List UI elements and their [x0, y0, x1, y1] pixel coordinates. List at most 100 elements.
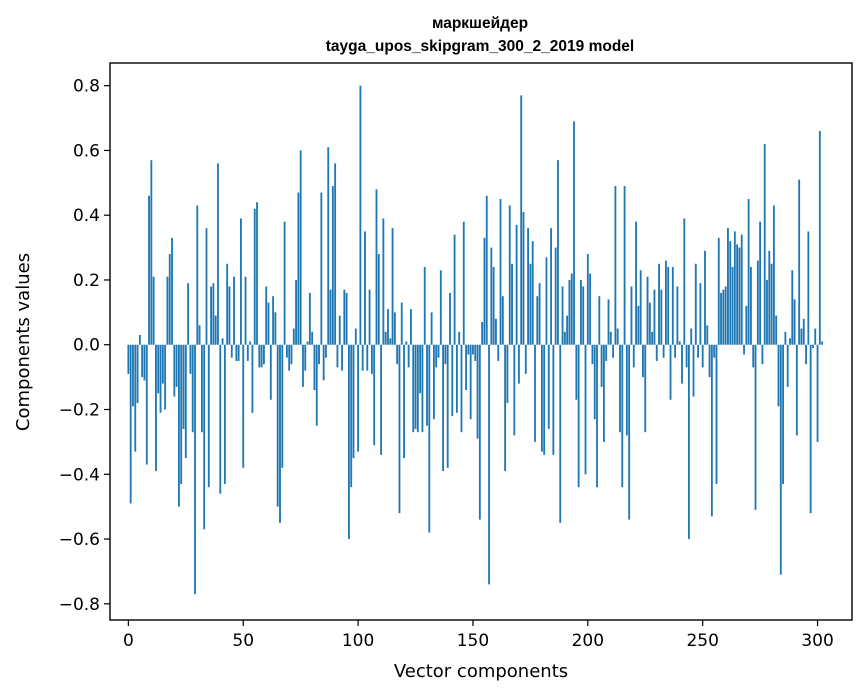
bar-107 — [373, 344, 376, 446]
bar-120 — [403, 344, 405, 459]
bar-203 — [593, 344, 596, 420]
bar-224 — [642, 344, 644, 378]
bar-20 — [173, 344, 176, 397]
bar-90 — [334, 163, 337, 345]
bar-59 — [262, 344, 265, 365]
bar-94 — [343, 289, 346, 345]
x-tick-label: 50 — [232, 631, 254, 651]
bar-23 — [180, 344, 183, 484]
bar-282 — [775, 315, 778, 345]
bar-82 — [315, 344, 318, 426]
bar-162 — [499, 199, 502, 345]
bar-279 — [768, 250, 771, 345]
bar-116 — [393, 312, 396, 345]
bar-204 — [596, 344, 598, 488]
bar-240 — [678, 341, 681, 345]
bar-270 — [747, 199, 750, 345]
bar-46 — [233, 276, 235, 345]
bar-147 — [465, 344, 467, 391]
x-axis-label: Vector components — [394, 661, 568, 682]
y-tick-label: 0.0 — [73, 336, 100, 356]
bar-228 — [651, 331, 654, 345]
x-tick-label: 150 — [457, 631, 489, 651]
bar-211 — [612, 344, 615, 358]
bar-44 — [228, 286, 231, 345]
bar-284 — [779, 344, 782, 575]
bar-148 — [467, 344, 470, 355]
bar-118 — [398, 344, 401, 514]
bar-87 — [327, 147, 330, 345]
bar-28 — [191, 344, 194, 433]
bar-247 — [694, 263, 697, 345]
bar-133 — [432, 344, 435, 420]
bar-286 — [784, 331, 787, 345]
bar-248 — [697, 344, 700, 358]
bar-161 — [497, 344, 500, 361]
bar-151 — [474, 344, 477, 361]
bar-19 — [171, 237, 173, 345]
bar-31 — [198, 325, 201, 345]
bar-188 — [559, 344, 562, 523]
bar-180 — [540, 344, 543, 452]
bar-157 — [488, 344, 490, 585]
bar-7 — [143, 344, 146, 381]
bar-139 — [446, 344, 449, 468]
bar-186 — [554, 247, 557, 345]
bar-97 — [350, 344, 353, 488]
bar-285 — [782, 344, 784, 484]
bar-300 — [816, 344, 819, 442]
bar-92 — [338, 315, 341, 345]
bar-272 — [752, 344, 755, 368]
bar-33 — [203, 344, 206, 530]
bar-30 — [196, 205, 199, 345]
bar-174 — [527, 228, 530, 345]
bar-36 — [210, 286, 212, 345]
bar-152 — [476, 344, 479, 439]
bar-67 — [281, 344, 284, 468]
bar-217 — [625, 344, 628, 436]
bar-244 — [687, 344, 690, 540]
bar-58 — [260, 344, 263, 368]
bar-169 — [515, 224, 518, 345]
bar-223 — [639, 270, 642, 345]
bar-222 — [637, 305, 640, 345]
bar-85 — [322, 344, 325, 381]
bar-241 — [681, 344, 683, 384]
bar-68 — [283, 221, 286, 345]
bar-278 — [766, 279, 768, 345]
bar-274 — [756, 260, 759, 345]
bar-98 — [352, 344, 355, 459]
bar-176 — [531, 241, 534, 345]
bar-43 — [226, 263, 229, 345]
bar-26 — [187, 283, 190, 345]
bar-182 — [545, 257, 548, 345]
x-tick-label: 0 — [123, 631, 134, 651]
bar-18 — [168, 254, 171, 345]
bar-101 — [359, 85, 362, 345]
bar-239 — [676, 286, 679, 345]
bar-25 — [184, 344, 187, 459]
x-tick-label: 100 — [342, 631, 374, 651]
bar-264 — [733, 231, 736, 345]
bar-99 — [354, 328, 357, 345]
bar-216 — [623, 186, 626, 345]
y-tick-label: 0.2 — [73, 271, 100, 291]
bar-235 — [667, 267, 670, 345]
bar-214 — [619, 344, 621, 433]
bar-163 — [501, 296, 504, 345]
bar-263 — [731, 267, 734, 345]
bars-group — [127, 85, 824, 595]
bar-280 — [770, 263, 773, 345]
bar-141 — [451, 344, 454, 416]
bar-271 — [750, 267, 752, 345]
bar-155 — [483, 237, 486, 345]
bar-187 — [557, 160, 559, 345]
bar-3 — [134, 344, 137, 452]
bar-142 — [453, 234, 456, 345]
x-tick-label: 300 — [801, 631, 833, 651]
bar-76 — [302, 344, 304, 387]
bar-168 — [513, 344, 516, 436]
bar-132 — [430, 312, 433, 345]
bar-60 — [265, 286, 268, 345]
bar-266 — [738, 247, 741, 345]
